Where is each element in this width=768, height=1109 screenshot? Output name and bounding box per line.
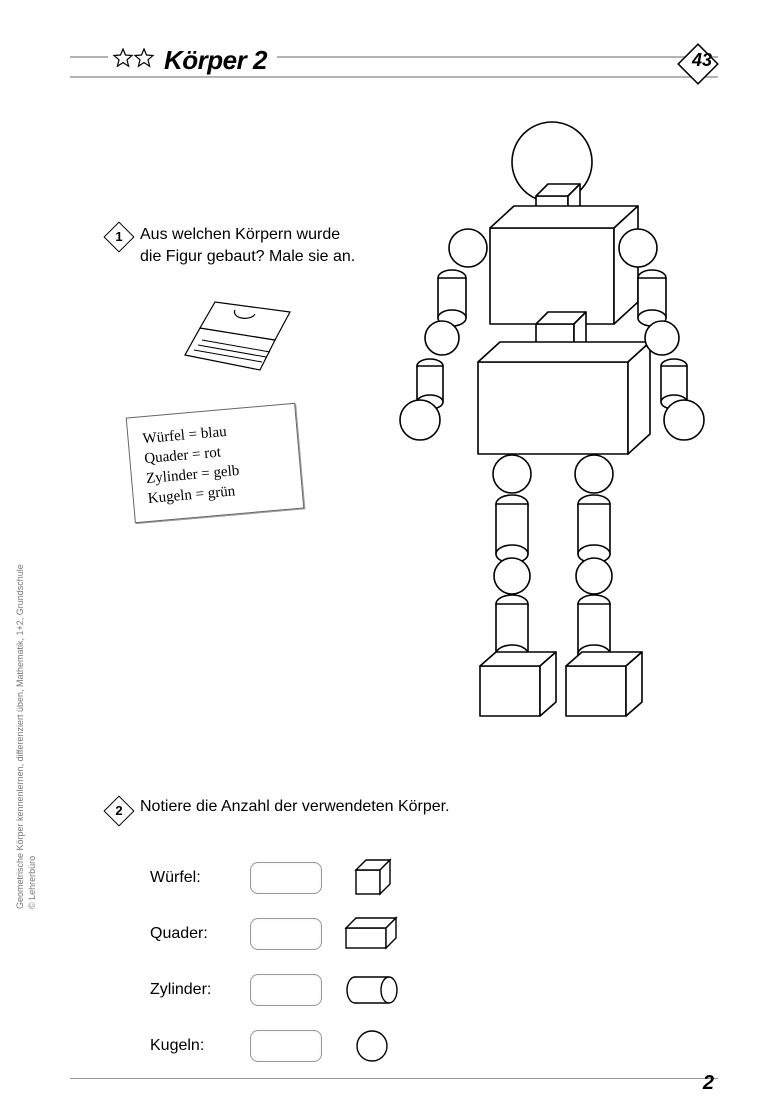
color-legend-note: Würfel = blau Quader = rot Zylinder = ge…: [126, 403, 305, 523]
task2-text: Notiere die Anzahl der verwendeten Körpe…: [140, 798, 450, 816]
input-wuerfel[interactable]: [250, 862, 322, 894]
label-quader: Quader:: [150, 925, 230, 943]
task2-marker: 2: [103, 795, 134, 826]
header-rule-bottom: [70, 76, 718, 78]
task1-text: Aus welchen Körpern wurde die Figur geba…: [140, 224, 355, 268]
row-wuerfel: Würfel:: [150, 850, 550, 906]
row-zylinder: Zylinder:: [150, 962, 550, 1018]
row-quader: Quader:: [150, 906, 550, 962]
task2-number: 2: [109, 801, 129, 821]
copyright-side-text: Geometrische Körper kennenlernen, differ…: [14, 509, 38, 909]
page-title: Körper 2: [160, 45, 277, 76]
crayon-box-icon: [180, 300, 300, 385]
side-line2: © Lehrerbüro: [26, 509, 38, 909]
label-kugeln: Kugeln:: [150, 1037, 230, 1055]
task1-line2: die Figur gebaut? Male sie an.: [140, 248, 355, 265]
label-zylinder: Zylinder:: [150, 981, 230, 999]
robot-figure: [380, 120, 720, 760]
sphere-icon: [342, 1028, 402, 1064]
task1-marker: 1: [103, 221, 134, 252]
input-quader[interactable]: [250, 918, 322, 950]
page-number-top: 43: [692, 50, 712, 71]
cube-icon: [342, 858, 402, 898]
input-kugeln[interactable]: [250, 1030, 322, 1062]
cuboid-icon: [342, 916, 402, 952]
task1-number: 1: [109, 227, 129, 247]
cylinder-icon: [342, 974, 402, 1006]
footer-rule: [70, 1078, 718, 1080]
side-line1: Geometrische Körper kennenlernen, differ…: [14, 509, 26, 909]
difficulty-stars: [108, 48, 160, 75]
worksheet-page: Körper 2 43 1 Aus welchen Körpern wurde …: [0, 0, 768, 1109]
counts-table: Würfel: Quader: Zylinder: Kugeln:: [150, 850, 550, 1074]
label-wuerfel: Würfel:: [150, 869, 230, 887]
row-kugeln: Kugeln:: [150, 1018, 550, 1074]
page-number-bottom: 2: [703, 1072, 714, 1095]
task1-line1: Aus welchen Körpern wurde: [140, 226, 340, 243]
input-zylinder[interactable]: [250, 974, 322, 1006]
